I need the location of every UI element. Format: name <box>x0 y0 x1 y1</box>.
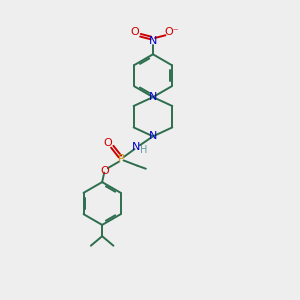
Text: N: N <box>132 142 140 152</box>
Text: O⁻: O⁻ <box>165 27 179 37</box>
Text: O: O <box>104 138 112 148</box>
Text: N: N <box>149 36 157 46</box>
Text: P: P <box>118 154 124 164</box>
Text: N: N <box>149 92 157 102</box>
Text: N: N <box>149 131 157 141</box>
Text: O: O <box>131 27 140 37</box>
Text: O: O <box>100 166 109 176</box>
Text: H: H <box>140 145 148 155</box>
